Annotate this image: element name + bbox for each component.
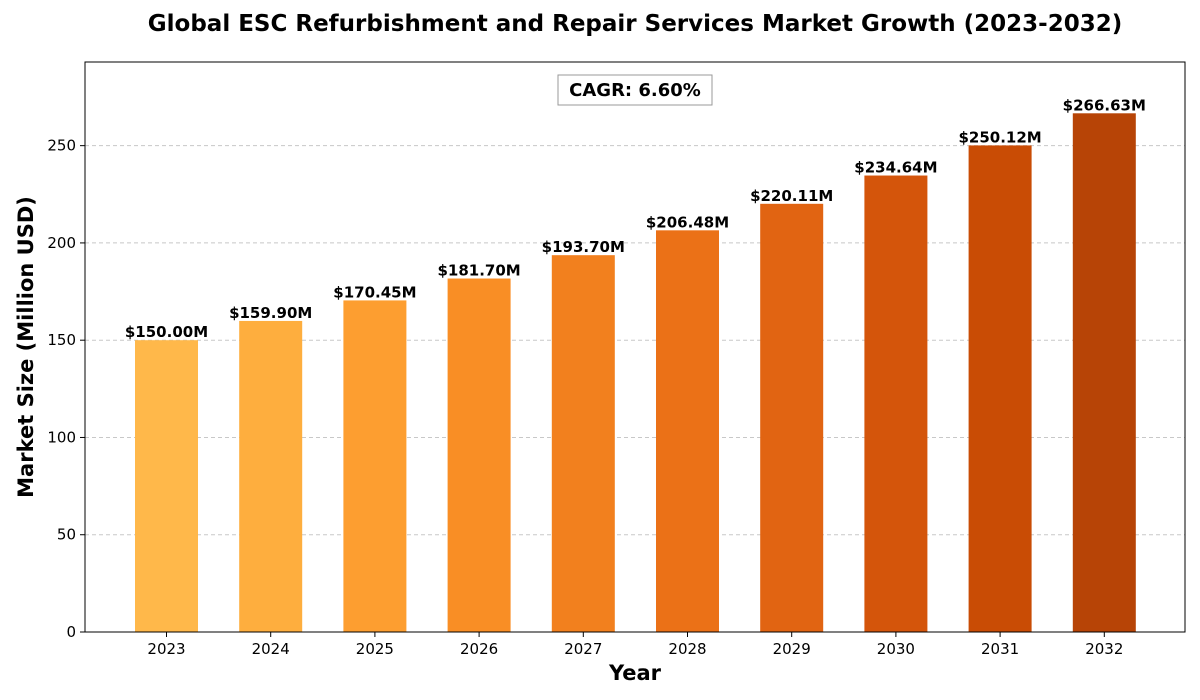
bar bbox=[551, 255, 615, 632]
bar-value-label: $234.64M bbox=[854, 159, 937, 177]
x-axis: 2023 2024 2025 2026 2027 2028 2029 2030 2031 2032 bbox=[147, 632, 1123, 658]
bar-value-label: $170.45M bbox=[333, 283, 416, 301]
x-tick-label: 2030 bbox=[877, 640, 915, 658]
x-tick-label: 2031 bbox=[981, 640, 1019, 658]
bar bbox=[656, 230, 719, 632]
bar bbox=[968, 145, 1032, 632]
bar-value-label: $250.12M bbox=[958, 128, 1041, 146]
bar-value-label: $266.63M bbox=[1063, 96, 1146, 114]
bar-value-label: $150.00M bbox=[125, 323, 208, 341]
x-tick-label: 2025 bbox=[356, 640, 394, 658]
x-tick-label: 2029 bbox=[773, 640, 811, 658]
bar bbox=[135, 340, 198, 632]
x-tick-label: 2027 bbox=[564, 640, 602, 658]
y-tick-label: 200 bbox=[47, 234, 76, 252]
bar bbox=[864, 175, 928, 632]
bar-value-label: $159.90M bbox=[229, 304, 312, 322]
bar-value-label: $206.48M bbox=[646, 213, 729, 231]
chart-title: Global ESC Refurbishment and Repair Serv… bbox=[147, 11, 1123, 37]
bar-value-label: $220.11M bbox=[750, 187, 833, 205]
bar-value-label: $193.70M bbox=[542, 238, 625, 256]
bar bbox=[1072, 113, 1136, 633]
y-axis-title: Market Size (Million USD) bbox=[14, 196, 38, 498]
plot-frame bbox=[84, 61, 1186, 633]
data-labels: $150.00M $159.90M $170.45M $181.70M $193.70M… bbox=[125, 96, 1146, 341]
cagr-text: CAGR: 6.60% bbox=[569, 80, 701, 101]
x-axis-title: Year bbox=[608, 661, 662, 685]
bars bbox=[135, 113, 1136, 633]
cagr-box bbox=[557, 74, 713, 106]
bar bbox=[760, 203, 824, 632]
bar-value-label: $181.70M bbox=[437, 262, 520, 280]
y-tick-label: 0 bbox=[66, 623, 76, 641]
x-tick-label: 2026 bbox=[460, 640, 498, 658]
bar bbox=[343, 300, 407, 632]
y-tick-label: 50 bbox=[57, 526, 76, 544]
y-tick-label: 250 bbox=[47, 137, 76, 155]
x-tick-label: 2032 bbox=[1085, 640, 1123, 658]
bar bbox=[239, 320, 303, 632]
y-tick-label: 150 bbox=[47, 331, 76, 349]
x-tick-label: 2024 bbox=[252, 640, 290, 658]
x-tick-label: 2028 bbox=[668, 640, 706, 658]
y-axis: 0 50 100 150 200 250 bbox=[47, 137, 85, 641]
y-tick-label: 100 bbox=[47, 428, 76, 446]
x-tick-label: 2023 bbox=[147, 640, 185, 658]
bar bbox=[447, 278, 511, 632]
cagr-annotation: CAGR: 6.60% bbox=[557, 74, 713, 106]
